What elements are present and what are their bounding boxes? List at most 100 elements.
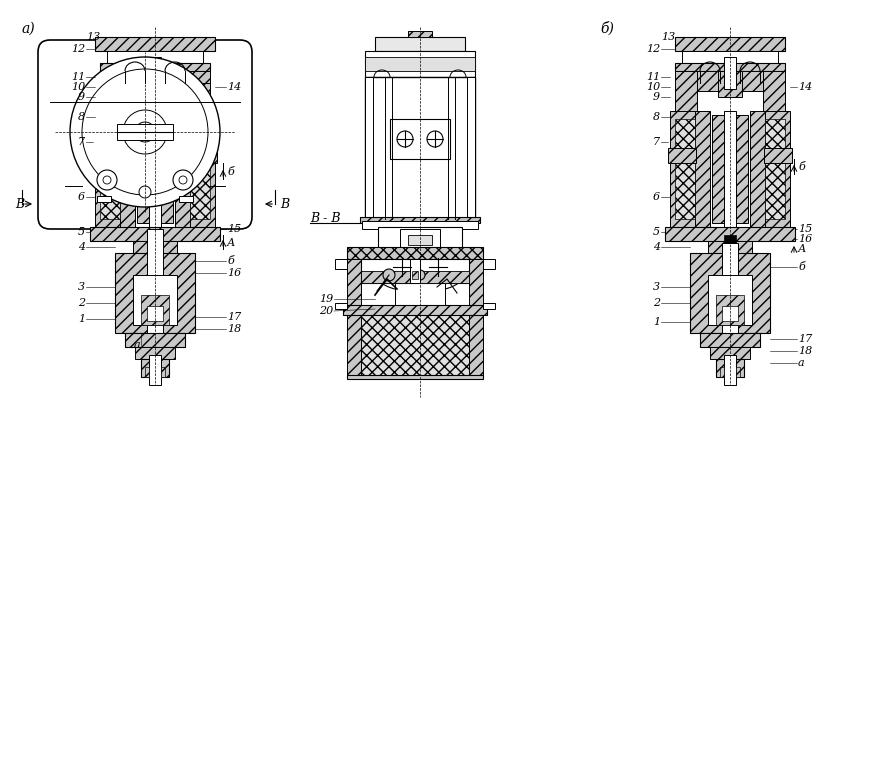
Bar	[467, 77, 475, 219]
Text: 8: 8	[78, 112, 85, 122]
Text: 16: 16	[227, 268, 242, 278]
Bar	[410, 259, 420, 283]
Bar	[137, 115, 173, 223]
Bar	[361, 309, 469, 375]
Bar	[724, 111, 736, 227]
Bar	[724, 355, 736, 385]
Bar	[720, 367, 724, 377]
Text: 18: 18	[798, 346, 812, 356]
Text: 2: 2	[653, 298, 660, 308]
Bar	[335, 303, 347, 309]
Bar	[708, 275, 752, 325]
Bar	[149, 111, 161, 227]
Bar	[100, 71, 122, 83]
Bar	[117, 124, 173, 140]
Text: б: б	[798, 262, 804, 272]
Bar	[722, 243, 738, 343]
Text: В - В: В - В	[310, 212, 340, 225]
Bar	[133, 241, 177, 253]
Circle shape	[383, 269, 395, 281]
Bar	[378, 227, 462, 277]
Bar	[675, 63, 785, 71]
Ellipse shape	[422, 308, 442, 322]
Bar	[682, 51, 778, 63]
Text: А: А	[227, 238, 235, 248]
Bar	[100, 83, 122, 111]
Circle shape	[173, 170, 193, 190]
Bar	[161, 367, 165, 377]
Bar	[675, 119, 695, 219]
Bar	[120, 111, 135, 227]
Bar	[141, 295, 169, 325]
Bar	[362, 221, 478, 229]
Text: 17: 17	[227, 312, 242, 322]
Text: 13: 13	[86, 32, 100, 42]
Text: 10: 10	[71, 82, 85, 92]
Text: 15: 15	[227, 224, 242, 234]
Text: 3: 3	[78, 282, 85, 292]
Text: А: А	[798, 244, 806, 254]
Bar	[716, 359, 744, 377]
Bar	[408, 31, 432, 37]
Text: 7: 7	[653, 137, 660, 147]
Bar	[347, 375, 483, 379]
Bar	[722, 306, 738, 321]
Text: 4: 4	[78, 242, 85, 252]
Bar	[710, 347, 750, 359]
Bar	[149, 57, 161, 89]
Text: 16: 16	[798, 234, 812, 244]
Text: 15: 15	[798, 224, 812, 234]
Text: 8: 8	[653, 112, 660, 122]
Bar	[483, 303, 495, 309]
Bar	[700, 333, 760, 347]
Bar	[360, 217, 480, 223]
Text: 17: 17	[798, 334, 812, 344]
Text: 5: 5	[653, 227, 660, 237]
Bar	[724, 235, 736, 245]
Bar	[149, 235, 161, 245]
Bar	[361, 271, 469, 283]
Bar	[675, 71, 697, 111]
Bar	[365, 57, 475, 71]
Text: В: В	[15, 197, 24, 211]
Circle shape	[123, 110, 167, 154]
Bar	[147, 229, 163, 343]
Text: 3: 3	[653, 282, 660, 292]
Bar	[361, 259, 469, 283]
Bar	[412, 345, 428, 363]
Ellipse shape	[398, 308, 418, 322]
Bar	[375, 37, 465, 51]
Bar	[100, 119, 120, 219]
Bar	[365, 77, 373, 219]
Text: 6: 6	[78, 192, 85, 202]
Bar	[765, 111, 790, 227]
Text: 9: 9	[653, 92, 660, 102]
Text: 12: 12	[646, 44, 660, 54]
Bar	[107, 71, 203, 83]
Text: 7: 7	[78, 137, 85, 147]
Text: 12: 12	[71, 44, 85, 54]
Bar	[343, 305, 487, 315]
Bar	[163, 71, 188, 91]
Text: 14: 14	[798, 82, 812, 92]
Bar	[365, 77, 475, 219]
Bar	[738, 71, 763, 91]
Bar	[716, 295, 744, 325]
Bar	[665, 227, 795, 241]
Bar	[335, 259, 349, 269]
Bar	[697, 71, 722, 91]
Bar	[93, 148, 121, 163]
Circle shape	[70, 57, 220, 207]
Text: а: а	[798, 358, 804, 368]
Bar	[412, 271, 418, 279]
Bar	[670, 111, 695, 227]
Bar	[355, 259, 475, 271]
Text: 1: 1	[653, 317, 660, 327]
Text: 19: 19	[318, 294, 333, 304]
Bar	[347, 307, 483, 377]
Bar	[750, 111, 765, 227]
Bar	[188, 71, 210, 83]
Circle shape	[82, 69, 208, 195]
Bar	[718, 71, 742, 97]
Bar	[125, 333, 185, 347]
